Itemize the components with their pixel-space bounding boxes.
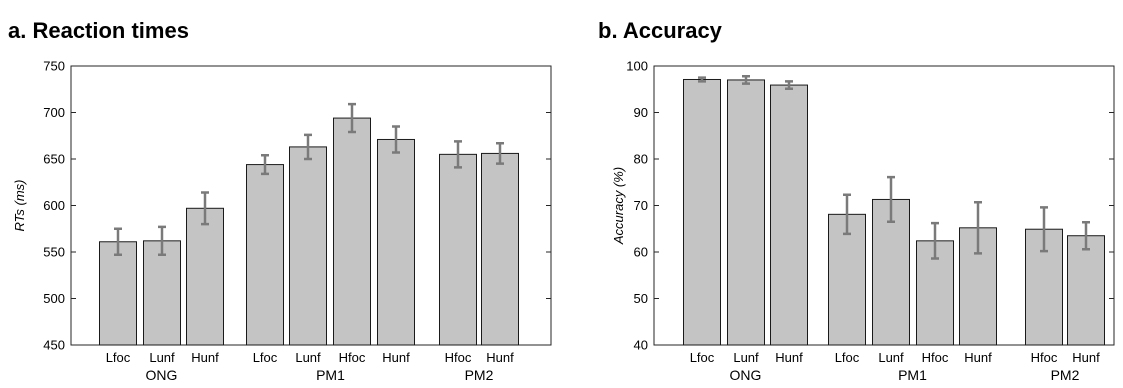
bar-hunf (481, 152, 519, 346)
bar-hunf (377, 138, 415, 346)
error-bar (742, 74, 750, 85)
y-tick-label: 450 (43, 338, 65, 353)
group-label-pm1: PM1 (898, 367, 927, 383)
x-tick-label: Hfoc (922, 350, 949, 365)
group-label-pm2: PM2 (465, 367, 494, 383)
bar-hunf (186, 207, 224, 346)
panel-reaction-times: a. Reaction times 450 500 550 600 650 700 750 RT… (8, 18, 552, 383)
error-bar (304, 133, 312, 161)
y-axis-label: RTs (ms) (12, 180, 27, 232)
error-bar (392, 125, 400, 154)
group-label-ong: ONG (730, 367, 762, 383)
x-tick-label: Lunf (733, 350, 759, 365)
x-tick-label: Lfoc (690, 350, 715, 365)
x-tick-label: Lfoc (253, 350, 278, 365)
bar-hfoc (439, 153, 477, 346)
x-tick-label: Hfoc (445, 350, 472, 365)
group-label-ong: ONG (146, 367, 178, 383)
x-tick-label: Hunf (191, 350, 219, 365)
x-tick-label: Hunf (382, 350, 410, 365)
y-tick-label: 700 (43, 105, 65, 120)
y-tick-label: 650 (43, 152, 65, 167)
error-bar (114, 227, 122, 257)
error-bar (496, 141, 504, 165)
error-bar (887, 175, 895, 224)
y-tick-label: 40 (634, 338, 648, 353)
x-tick-label: Lunf (149, 350, 175, 365)
bar-lfoc (99, 241, 137, 346)
group-label-pm2: PM2 (1051, 367, 1080, 383)
x-tick-label: Lunf (295, 350, 321, 365)
error-bar (974, 200, 982, 255)
error-bar (698, 76, 706, 83)
y-tick-label: 60 (634, 245, 648, 260)
bar-lfoc (246, 164, 284, 346)
x-tick-label: Lunf (878, 350, 904, 365)
y-tick-label: 500 (43, 291, 65, 306)
x-tick-label: Hfoc (339, 350, 366, 365)
bar-lfoc (683, 78, 721, 346)
bar-hunf (1067, 235, 1105, 346)
chart-title: a. Reaction times (8, 18, 189, 43)
y-tick-label: 750 (43, 59, 65, 74)
error-bar (348, 102, 356, 134)
bar-lunf (727, 79, 765, 346)
x-tick-label: Hunf (775, 350, 803, 365)
x-tick-label: Hunf (1072, 350, 1100, 365)
x-tick-label: Lfoc (106, 350, 131, 365)
y-tick-label: 100 (626, 59, 648, 74)
bar-lunf (872, 198, 910, 346)
error-bar (1040, 206, 1048, 253)
y-tick-label: 90 (634, 105, 648, 120)
error-bar (1082, 220, 1090, 251)
y-tick-label: 70 (634, 198, 648, 213)
x-tick-label: Hfoc (1031, 350, 1058, 365)
chart-title: b. Accuracy (598, 18, 723, 43)
x-tick-label: Lfoc (835, 350, 860, 365)
y-tick-label: 50 (634, 291, 648, 306)
panel-accuracy: b. Accuracy 40 50 60 70 80 90 100 Accuracy (%) Lf… (598, 18, 1115, 383)
x-tick-label: Hunf (486, 350, 514, 365)
group-label-pm1: PM1 (316, 367, 345, 383)
y-tick-label: 550 (43, 245, 65, 260)
y-tick-label: 80 (634, 152, 648, 167)
y-tick-label: 600 (43, 198, 65, 213)
y-axis-label: Accuracy (%) (611, 167, 626, 245)
error-bar (843, 193, 851, 236)
error-bar (201, 191, 209, 226)
error-bar (261, 154, 269, 176)
error-bar (931, 221, 939, 260)
bar-lunf (143, 240, 181, 346)
bar-lunf (289, 146, 327, 346)
bar-hfoc (333, 117, 371, 346)
bar-lfoc (828, 213, 866, 346)
error-bar (785, 80, 793, 91)
error-bar (158, 225, 166, 257)
bar-hunf (770, 84, 808, 346)
x-tick-label: Hunf (964, 350, 992, 365)
error-bar (454, 140, 462, 169)
